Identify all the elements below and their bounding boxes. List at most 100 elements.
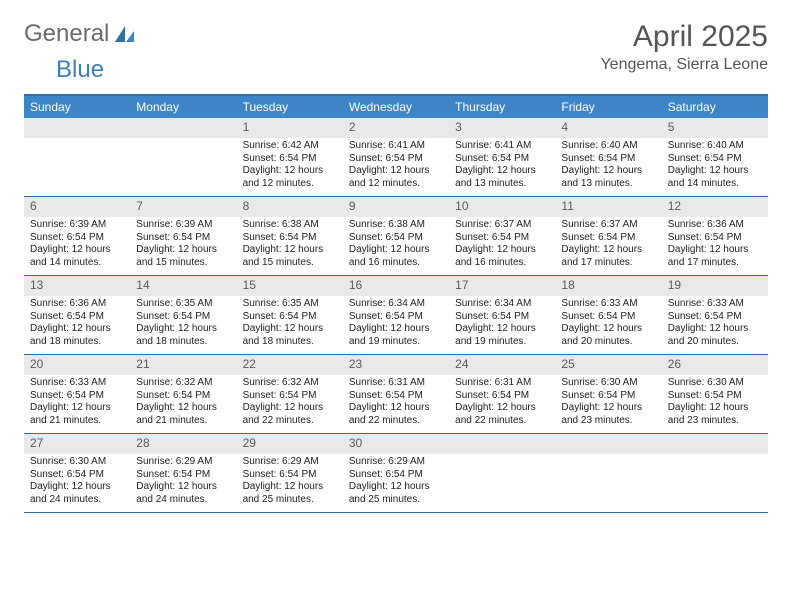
sunset-line: Sunset: 6:54 PM <box>243 311 337 324</box>
day-cell: 21 Sunrise: 6:32 AMSunset: 6:54 PMDayligh… <box>130 355 236 433</box>
day-number: 30 <box>343 434 449 454</box>
sunset-line: Sunset: 6:54 PM <box>243 153 337 166</box>
sail-icon <box>113 24 135 44</box>
day-data <box>555 454 661 460</box>
daylight-line: Daylight: 12 hours and 22 minutes. <box>349 402 443 427</box>
day-data: Sunrise: 6:39 AMSunset: 6:54 PMDaylight:… <box>24 217 130 273</box>
day-number: 27 <box>24 434 130 454</box>
title-block: April 2025 Yengema, Sierra Leone <box>600 20 768 74</box>
month-title: April 2025 <box>600 20 768 54</box>
sunrise-line: Sunrise: 6:38 AM <box>349 219 443 232</box>
sunset-line: Sunset: 6:54 PM <box>136 311 230 324</box>
daylight-line: Daylight: 12 hours and 25 minutes. <box>243 481 337 506</box>
sunrise-line: Sunrise: 6:30 AM <box>668 377 762 390</box>
day-number <box>449 434 555 454</box>
day-number <box>555 434 661 454</box>
day-number: 29 <box>237 434 343 454</box>
sunrise-line: Sunrise: 6:31 AM <box>349 377 443 390</box>
day-data <box>24 138 130 144</box>
sunset-line: Sunset: 6:54 PM <box>30 469 124 482</box>
sunset-line: Sunset: 6:54 PM <box>243 469 337 482</box>
day-data: Sunrise: 6:36 AMSunset: 6:54 PMDaylight:… <box>662 217 768 273</box>
day-number: 12 <box>662 197 768 217</box>
day-number: 19 <box>662 276 768 296</box>
sunrise-line: Sunrise: 6:33 AM <box>561 298 655 311</box>
day-cell: 20Sunrise: 6:33 AMSunset: 6:54 PMDayligh… <box>24 355 130 433</box>
day-data: Sunrise: 6:31 AMSunset: 6:54 PMDaylight:… <box>449 375 555 431</box>
day-data: Sunrise: 6:33 AMSunset: 6:54 PMDaylight:… <box>555 296 661 352</box>
daylight-line: Daylight: 12 hours and 22 minutes. <box>455 402 549 427</box>
sunset-line: Sunset: 6:54 PM <box>668 311 762 324</box>
daylight-line: Daylight: 12 hours and 16 minutes. <box>349 244 443 269</box>
day-data: Sunrise: 6:31 AMSunset: 6:54 PMDaylight:… <box>343 375 449 431</box>
dow-friday: Friday <box>555 96 661 118</box>
day-cell <box>130 118 236 196</box>
day-number: 24 <box>449 355 555 375</box>
dow-header-row: Sunday Monday Tuesday Wednesday Thursday… <box>24 96 768 118</box>
day-cell: 30Sunrise: 6:29 AMSunset: 6:54 PMDayligh… <box>343 434 449 512</box>
sunrise-line: Sunrise: 6:42 AM <box>243 140 337 153</box>
daylight-line: Daylight: 12 hours and 18 minutes. <box>243 323 337 348</box>
day-data: Sunrise: 6:35 AMSunset: 6:54 PMDaylight:… <box>130 296 236 352</box>
day-cell: 15Sunrise: 6:35 AMSunset: 6:54 PMDayligh… <box>237 276 343 354</box>
sunset-line: Sunset: 6:54 PM <box>136 232 230 245</box>
daylight-line: Daylight: 12 hours and 17 minutes. <box>668 244 762 269</box>
sunrise-line: Sunrise: 6:35 AM <box>136 298 230 311</box>
daylight-line: Daylight: 12 hours and 22 minutes. <box>243 402 337 427</box>
day-cell: 13Sunrise: 6:36 AMSunset: 6:54 PMDayligh… <box>24 276 130 354</box>
day-data: Sunrise: 6:33 AMSunset: 6:54 PMDaylight:… <box>662 296 768 352</box>
day-number: 2 <box>343 118 449 138</box>
day-number: 3 <box>449 118 555 138</box>
day-data <box>130 138 236 144</box>
calendar-grid: Sunday Monday Tuesday Wednesday Thursday… <box>24 94 768 513</box>
day-cell <box>449 434 555 512</box>
daylight-line: Daylight: 12 hours and 20 minutes. <box>668 323 762 348</box>
calendar-page: General April 2025 Yengema, Sierra Leone… <box>0 0 792 533</box>
daylight-line: Daylight: 12 hours and 21 minutes. <box>136 402 230 427</box>
day-data: Sunrise: 6:37 AMSunset: 6:54 PMDaylight:… <box>449 217 555 273</box>
dow-saturday: Saturday <box>662 96 768 118</box>
day-cell: 2Sunrise: 6:41 AMSunset: 6:54 PMDaylight… <box>343 118 449 196</box>
sunset-line: Sunset: 6:54 PM <box>30 390 124 403</box>
day-number: 23 <box>343 355 449 375</box>
sunset-line: Sunset: 6:54 PM <box>349 469 443 482</box>
day-cell: 22Sunrise: 6:32 AMSunset: 6:54 PMDayligh… <box>237 355 343 433</box>
daylight-line: Daylight: 12 hours and 16 minutes. <box>455 244 549 269</box>
sunrise-line: Sunrise: 6:40 AM <box>668 140 762 153</box>
sunrise-line: Sunrise: 6:32 AM <box>136 377 230 390</box>
day-number: 6 <box>24 197 130 217</box>
day-number: 13 <box>24 276 130 296</box>
sunset-line: Sunset: 6:54 PM <box>561 390 655 403</box>
daylight-line: Daylight: 12 hours and 19 minutes. <box>349 323 443 348</box>
day-data: Sunrise: 6:34 AMSunset: 6:54 PMDaylight:… <box>449 296 555 352</box>
sunset-line: Sunset: 6:54 PM <box>136 390 230 403</box>
day-cell: 9Sunrise: 6:38 AMSunset: 6:54 PMDaylight… <box>343 197 449 275</box>
daylight-line: Daylight: 12 hours and 18 minutes. <box>136 323 230 348</box>
dow-thursday: Thursday <box>449 96 555 118</box>
day-data: Sunrise: 6:40 AMSunset: 6:54 PMDaylight:… <box>662 138 768 194</box>
day-cell: 19Sunrise: 6:33 AMSunset: 6:54 PMDayligh… <box>662 276 768 354</box>
day-cell: 12Sunrise: 6:36 AMSunset: 6:54 PMDayligh… <box>662 197 768 275</box>
day-data: Sunrise: 6:30 AMSunset: 6:54 PMDaylight:… <box>24 454 130 510</box>
daylight-line: Daylight: 12 hours and 12 minutes. <box>243 165 337 190</box>
daylight-line: Daylight: 12 hours and 13 minutes. <box>455 165 549 190</box>
sunset-line: Sunset: 6:54 PM <box>349 153 443 166</box>
day-number: 21 <box>130 355 236 375</box>
daylight-line: Daylight: 12 hours and 15 minutes. <box>136 244 230 269</box>
day-cell: 11Sunrise: 6:37 AMSunset: 6:54 PMDayligh… <box>555 197 661 275</box>
daylight-line: Daylight: 12 hours and 17 minutes. <box>561 244 655 269</box>
day-data: Sunrise: 6:37 AMSunset: 6:54 PMDaylight:… <box>555 217 661 273</box>
day-data: Sunrise: 6:42 AMSunset: 6:54 PMDaylight:… <box>237 138 343 194</box>
daylight-line: Daylight: 12 hours and 25 minutes. <box>349 481 443 506</box>
day-data: Sunrise: 6:33 AMSunset: 6:54 PMDaylight:… <box>24 375 130 431</box>
day-data: Sunrise: 6:29 AMSunset: 6:54 PMDaylight:… <box>130 454 236 510</box>
sunrise-line: Sunrise: 6:30 AM <box>30 456 124 469</box>
daylight-line: Daylight: 12 hours and 21 minutes. <box>30 402 124 427</box>
daylight-line: Daylight: 12 hours and 23 minutes. <box>561 402 655 427</box>
day-cell: 10Sunrise: 6:37 AMSunset: 6:54 PMDayligh… <box>449 197 555 275</box>
day-cell: 23Sunrise: 6:31 AMSunset: 6:54 PMDayligh… <box>343 355 449 433</box>
week-row: 6Sunrise: 6:39 AMSunset: 6:54 PMDaylight… <box>24 197 768 276</box>
day-number <box>662 434 768 454</box>
week-row: 27Sunrise: 6:30 AMSunset: 6:54 PMDayligh… <box>24 434 768 513</box>
brand-logo: General <box>24 20 137 48</box>
